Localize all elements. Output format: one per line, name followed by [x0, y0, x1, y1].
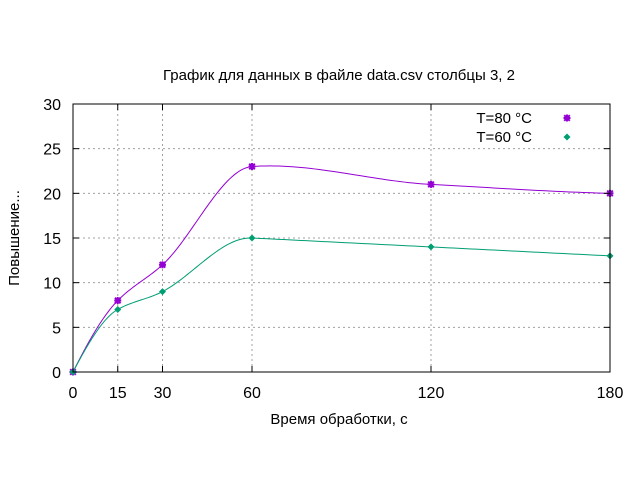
legend-marker — [563, 133, 571, 141]
x-tick-label: 0 — [69, 385, 78, 402]
series-line-2 — [72, 237, 611, 373]
data-point — [159, 288, 166, 296]
data-point — [248, 163, 256, 171]
y-tick-label: 15 — [43, 231, 61, 248]
legend-marker — [563, 114, 571, 122]
data-point — [114, 305, 122, 313]
y-tick-label: 20 — [43, 186, 61, 203]
x-tick-label: 180 — [597, 385, 624, 402]
x-tick-label: 30 — [154, 385, 172, 402]
x-axis-label: Время обработки, с — [270, 411, 408, 428]
y-tick-label: 10 — [43, 276, 61, 293]
x-tick-label: 15 — [109, 385, 127, 402]
y-tick-label: 5 — [52, 320, 61, 337]
data-point — [427, 243, 435, 251]
data-point — [158, 261, 167, 269]
y-tick-label: 30 — [43, 97, 61, 114]
legend-label: T=80 °C — [476, 110, 532, 127]
data-point — [427, 180, 435, 188]
data-point — [248, 234, 256, 242]
y-tick-label: 25 — [43, 142, 61, 159]
axis-ticks: 0 15 30 60 120 180 0 5 10 15 20 25 30 — [43, 97, 623, 402]
legend: T=80 °C T=60 °C — [476, 110, 571, 146]
legend-label: T=60 °C — [476, 129, 532, 146]
x-tick-label: 60 — [243, 385, 261, 402]
chart-title: График для данных в файле data.csv столб… — [163, 67, 515, 84]
series-layer — [69, 163, 614, 376]
data-point — [114, 297, 122, 305]
x-tick-label: 120 — [418, 385, 445, 402]
y-tick-label: 0 — [52, 365, 61, 382]
series-line-1 — [72, 165, 611, 373]
y-axis-label: Повышение... — [6, 190, 23, 286]
